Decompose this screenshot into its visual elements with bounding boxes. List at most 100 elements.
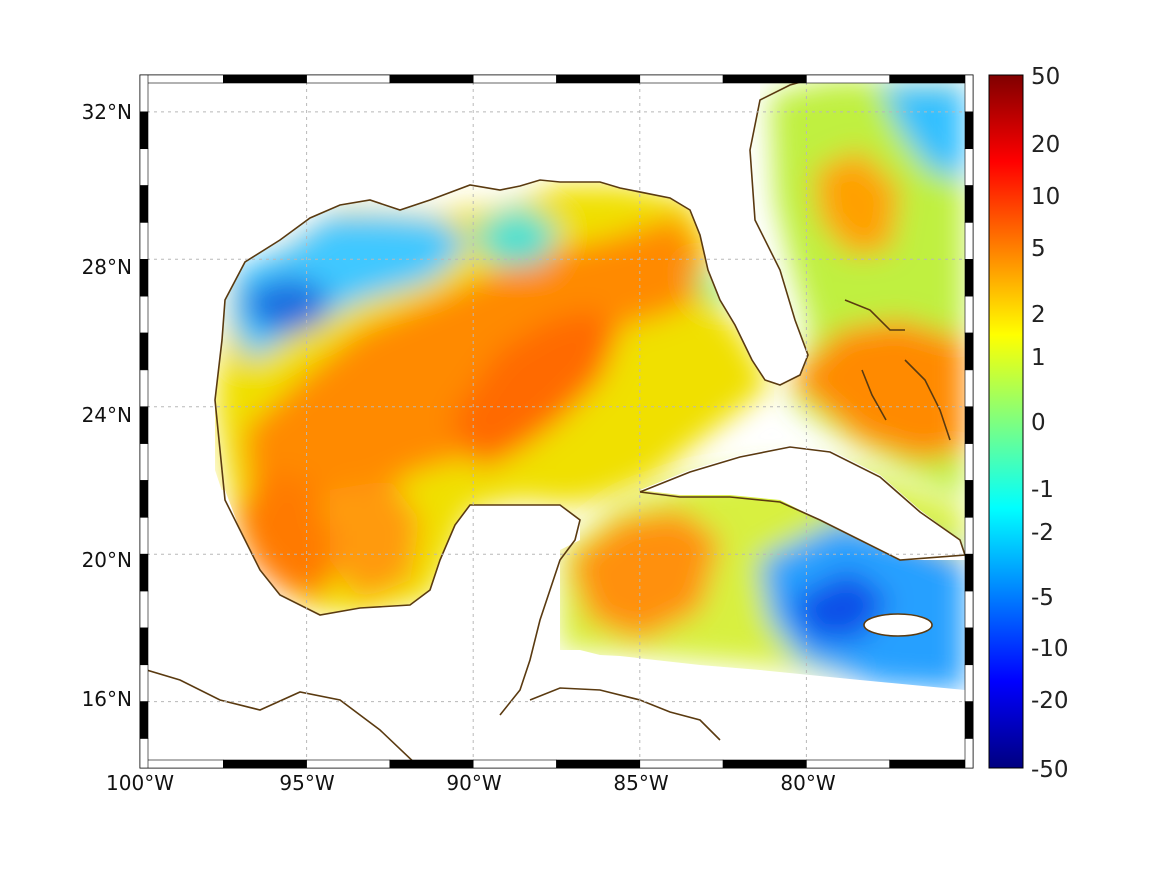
frame-segment: [964, 517, 974, 555]
frame-segment: [306, 759, 391, 769]
colorbar-label-neg20: -20: [1031, 688, 1069, 714]
colorbar-label-10: 10: [1031, 184, 1060, 210]
frame-segment: [964, 406, 974, 444]
lon-label-100w: 100°W: [106, 771, 174, 795]
frame-segment: [389, 74, 474, 84]
data-field: [215, 80, 965, 690]
frame-segment: [964, 443, 974, 481]
frame-segment: [139, 369, 149, 408]
frame-ticks-top: [139, 74, 974, 84]
frame-segment: [889, 74, 974, 84]
frame-segment: [389, 759, 474, 769]
frame-segment: [964, 701, 974, 739]
frame-segment: [639, 759, 724, 769]
frame-segment: [806, 759, 891, 769]
colorbar-label-50: 50: [1031, 64, 1060, 90]
frame-segment: [139, 759, 224, 769]
atlantic-warm-eddy: [815, 150, 900, 255]
bahamas-warm: [790, 320, 965, 460]
frame-segment: [472, 74, 557, 84]
colorbar-label-neg2: -2: [1031, 520, 1054, 546]
frame-segment: [964, 369, 974, 408]
west-gulf-warm: [330, 480, 420, 600]
frame-segment: [889, 759, 974, 769]
lat-label-28n: 28°N: [82, 255, 132, 279]
frame-segment: [964, 738, 974, 769]
cuba-mask: [640, 445, 965, 560]
frame-segment: [139, 553, 149, 592]
frame-segment: [139, 443, 149, 481]
central-america-coastline: [140, 667, 421, 768]
frame-segment: [139, 295, 149, 334]
frame-segment: [139, 480, 149, 518]
frame-segment: [139, 517, 149, 555]
frame-segment: [964, 553, 974, 592]
colorbar-label-2: 2: [1031, 302, 1046, 328]
us-gulf-coastline: [214, 77, 816, 471]
frame-segment: [139, 406, 149, 444]
lon-label-90w: 90°W: [446, 771, 501, 795]
colorbar-label-1: 1: [1031, 345, 1046, 371]
colorbar-label-neg1: -1: [1031, 477, 1054, 503]
frame-segment: [964, 74, 974, 113]
southwest-warm: [235, 470, 340, 600]
jamaica-coastline: [863, 613, 933, 637]
frame-segment: [139, 701, 149, 739]
colorbar-label-neg10: -10: [1031, 636, 1069, 662]
texas-eddy: [245, 275, 330, 335]
lat-label-24n: 24°N: [82, 403, 132, 427]
jamaica-mask: [864, 614, 932, 636]
map-frame: [139, 74, 974, 769]
frame-segment: [139, 222, 149, 260]
bahamas-coastline-1: [844, 299, 905, 331]
lat-label-16n: 16°N: [82, 687, 132, 711]
colorbar-label-0: 0: [1031, 410, 1046, 436]
frame-ticks-right: [964, 74, 974, 769]
frame-segment: [306, 74, 391, 84]
frame-segment: [964, 148, 974, 186]
colorbar: 50 20 10 5 2 1 0 -1 -2 -5 -10 -20 -50: [988, 64, 1069, 783]
frame-segment: [139, 627, 149, 666]
frame-ticks-bottom: [139, 759, 974, 769]
frame-segment: [964, 664, 974, 702]
mexico-coastline: [221, 469, 581, 716]
frame-segment: [964, 590, 974, 629]
lat-label-32n: 32°N: [82, 100, 132, 124]
southern-gap-mask: [620, 656, 965, 768]
frame-segment: [964, 627, 974, 666]
frame-segment: [139, 738, 149, 769]
frame-segment: [964, 111, 974, 150]
frame-segment: [806, 74, 891, 84]
frame-segment: [556, 759, 641, 769]
frame-segment: [964, 480, 974, 518]
frame-segment: [139, 259, 149, 297]
lon-label-80w: 80°W: [780, 771, 835, 795]
frame-segment: [139, 74, 149, 113]
frame-segment: [964, 332, 974, 371]
bahamas-coastline-3: [904, 359, 951, 441]
latitude-labels: 32°N 28°N 24°N 20°N 16°N: [82, 100, 132, 711]
lon-label-85w: 85°W: [613, 771, 668, 795]
frame-segment: [639, 74, 724, 84]
north-gulf-cool: [470, 205, 560, 265]
lon-label-95w: 95°W: [279, 771, 334, 795]
central-hot-core: [450, 310, 620, 470]
colorbar-label-neg5: -5: [1031, 585, 1054, 611]
colorbar-label-5: 5: [1031, 236, 1046, 262]
frame-segment: [139, 332, 149, 371]
colorbar-gradient: [988, 74, 1024, 769]
frame-segment: [223, 74, 307, 84]
central-warm-band: [245, 215, 705, 520]
colorbar-label-20: 20: [1031, 132, 1060, 158]
mexico-land-mask: [140, 490, 620, 768]
frame-segment: [722, 74, 807, 84]
frame-segment: [139, 111, 149, 150]
frame-segment: [964, 222, 974, 260]
frame-segment: [722, 759, 807, 769]
frame-segment: [472, 759, 557, 769]
yucatan-channel-warm: [570, 510, 720, 640]
frame-segment: [964, 185, 974, 223]
frame-segment: [139, 185, 149, 223]
frame-segment: [964, 259, 974, 297]
frame-ticks-left: [139, 74, 149, 769]
